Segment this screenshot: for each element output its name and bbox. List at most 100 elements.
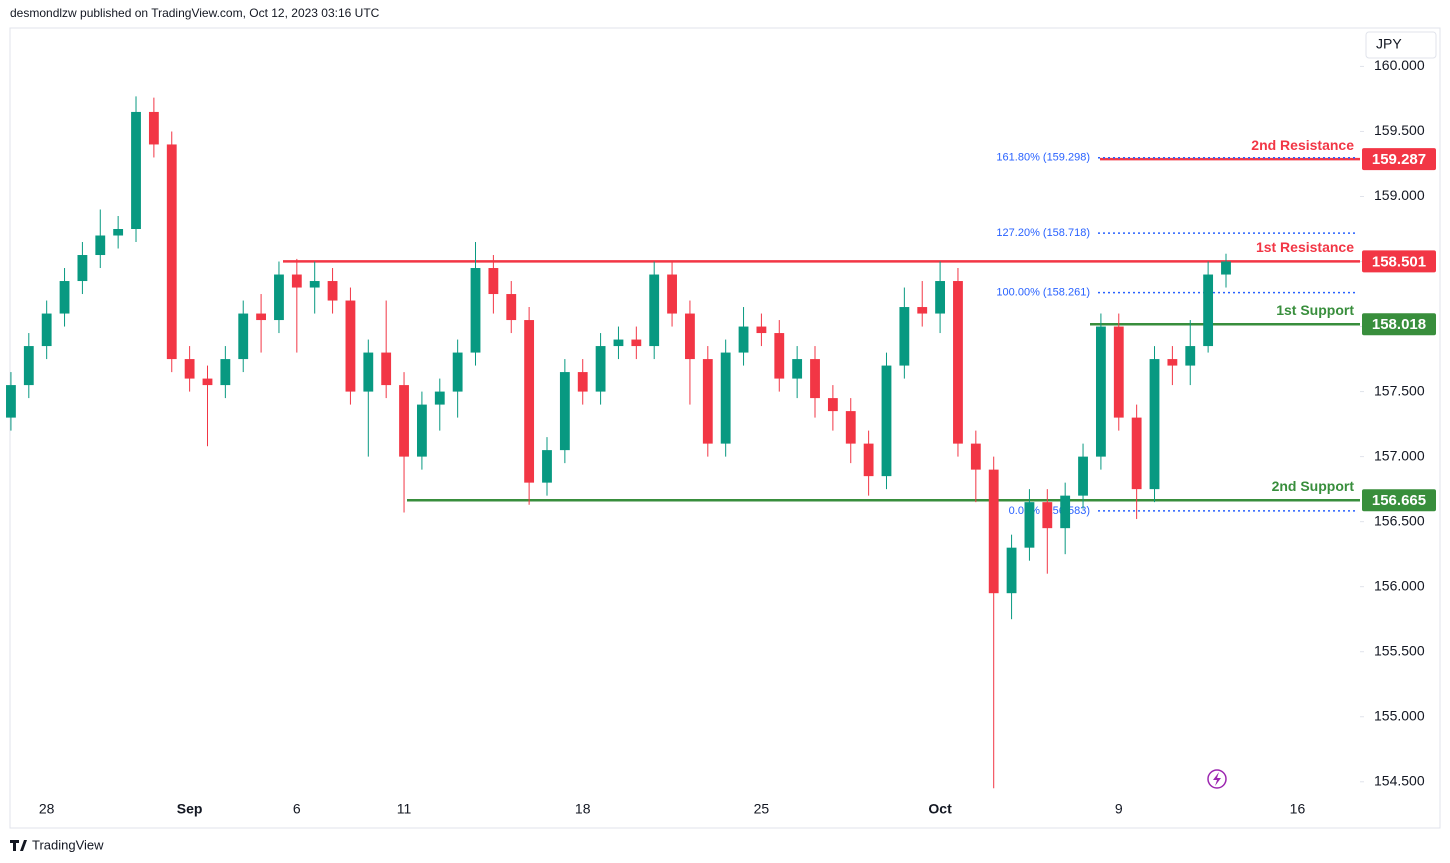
candle-body — [559, 372, 570, 451]
price-tag — [1362, 250, 1436, 273]
y-tick-label: 159.500 — [1374, 122, 1425, 138]
candle-body — [1185, 346, 1196, 366]
level-label: 2nd Support — [1272, 478, 1355, 494]
candle-body — [345, 300, 356, 392]
candle-body — [23, 346, 34, 386]
candle-body — [131, 111, 141, 230]
y-tick-label: 159.000 — [1374, 187, 1425, 203]
fib-label: 127.20% (158.718) — [996, 227, 1090, 239]
candle-body — [1149, 359, 1160, 490]
candle-body — [1078, 456, 1088, 496]
y-tick-label: 156.500 — [1374, 512, 1425, 528]
candle-body — [59, 281, 70, 314]
candle-body — [1006, 547, 1017, 594]
candle-body — [309, 281, 320, 288]
candle-body — [1042, 502, 1053, 529]
candle-body — [113, 229, 124, 236]
price-tag — [1362, 148, 1436, 171]
candle-body — [1203, 274, 1214, 347]
candle-body — [381, 352, 392, 386]
candle-body — [274, 274, 284, 321]
candle-body — [148, 111, 159, 145]
candle-body — [220, 359, 231, 386]
candle-body — [488, 268, 499, 295]
candle-body — [631, 339, 642, 347]
candle-body — [899, 307, 910, 366]
candle-body — [1060, 495, 1071, 529]
candle-body — [1131, 417, 1142, 490]
candle-body — [774, 333, 785, 379]
candle-body — [863, 443, 874, 477]
candle-body — [524, 320, 535, 483]
alert-icon[interactable] — [1207, 769, 1227, 789]
y-tick-label: 154.500 — [1374, 772, 1425, 788]
x-tick-label: 25 — [754, 801, 770, 817]
alert-bolt[interactable] — [1213, 772, 1221, 786]
logo-mark — [10, 840, 27, 851]
candle-body — [613, 339, 624, 347]
y-tick-label: 157.500 — [1374, 382, 1425, 398]
x-tick-label: 16 — [1290, 801, 1306, 817]
candle-body — [595, 346, 606, 392]
candle-body — [166, 144, 177, 360]
price-tag-label: 158.018 — [1372, 316, 1426, 333]
fib-label: 161.80% (159.298) — [996, 152, 1090, 164]
candle-body — [738, 326, 749, 353]
candle-body — [291, 274, 302, 288]
level-label: 1st Support — [1276, 302, 1354, 318]
candle-body — [542, 450, 552, 483]
candle-body — [1113, 326, 1124, 418]
candle-body — [41, 313, 52, 347]
candle-body — [756, 326, 767, 334]
price-tag-label: 156.665 — [1372, 492, 1426, 509]
alert-circle[interactable] — [1207, 769, 1227, 789]
candle-body — [667, 274, 677, 314]
candle-body — [95, 235, 106, 256]
candle-body — [1095, 326, 1106, 457]
y-tick-label: 155.000 — [1374, 707, 1425, 723]
price-tag-label: 159.287 — [1372, 151, 1426, 168]
candle-body — [452, 352, 463, 392]
candle-body — [399, 385, 409, 457]
y-tick-label: 157.000 — [1374, 447, 1425, 463]
currency-box[interactable] — [1365, 31, 1437, 59]
candle-body — [988, 469, 999, 594]
brand-logo — [10, 840, 27, 851]
candle-body — [845, 411, 856, 444]
x-tick-label: 11 — [397, 801, 412, 817]
candle-body — [6, 385, 16, 418]
x-tick-label: Sep — [177, 801, 203, 817]
candle-body — [506, 294, 517, 321]
x-tick-label: 18 — [575, 801, 591, 817]
candle-body — [827, 398, 838, 412]
currency[interactable]: JPY — [1376, 36, 1402, 52]
candle-body — [416, 404, 427, 457]
candle-body — [917, 307, 928, 314]
candle-body — [327, 281, 338, 301]
price-tag — [1362, 313, 1436, 336]
candle-body — [1024, 502, 1035, 548]
candle-body — [238, 313, 249, 360]
chart-frame — [9, 27, 1441, 829]
brand: TradingView — [32, 837, 104, 852]
candle-body — [77, 255, 88, 282]
level-label: 2nd Resistance — [1251, 137, 1354, 153]
candle-body — [810, 359, 820, 399]
attribution: desmondlzw published on TradingView.com,… — [10, 6, 380, 20]
candle-body — [363, 352, 374, 392]
y-tick-label: 156.000 — [1374, 577, 1425, 593]
candle-body — [577, 372, 588, 392]
candle-body — [792, 359, 803, 379]
candle-body — [685, 313, 695, 360]
x-tick-label: 6 — [293, 801, 301, 817]
price-tag — [1362, 489, 1436, 512]
x-tick-label: Oct — [928, 801, 952, 817]
candle-body — [720, 352, 731, 444]
candle-body — [702, 359, 713, 444]
candle-body — [1221, 261, 1231, 275]
fib-label: 100.00% (158.261) — [996, 287, 1090, 299]
candle-body — [202, 378, 213, 386]
x-tick-label: 9 — [1115, 801, 1123, 817]
candle-body — [256, 313, 267, 321]
